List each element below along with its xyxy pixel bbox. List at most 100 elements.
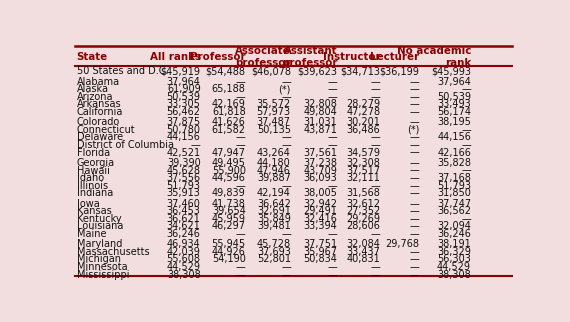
Text: —: — <box>281 77 291 87</box>
Text: Massachusetts: Massachusetts <box>76 247 149 257</box>
Text: $39,623: $39,623 <box>297 66 337 76</box>
Text: —: — <box>370 229 381 239</box>
Text: 36,329: 36,329 <box>437 247 471 257</box>
Text: $46,078: $46,078 <box>251 66 291 76</box>
Text: State: State <box>76 52 108 62</box>
Text: 37,747: 37,747 <box>437 199 471 209</box>
Text: 33,493: 33,493 <box>437 99 471 109</box>
Text: —: — <box>410 107 420 117</box>
Text: —: — <box>236 262 246 272</box>
Text: (*): (*) <box>278 84 291 94</box>
Text: —: — <box>327 229 337 239</box>
Text: 61,909: 61,909 <box>167 84 201 94</box>
Text: 50,834: 50,834 <box>303 254 337 264</box>
Text: Florida: Florida <box>76 147 109 157</box>
Text: Delaware: Delaware <box>76 132 123 142</box>
Text: Illinois: Illinois <box>76 181 108 191</box>
Text: —: — <box>327 270 337 279</box>
Text: —: — <box>461 214 471 224</box>
Text: 50,780: 50,780 <box>166 125 201 135</box>
Text: 42,039: 42,039 <box>167 247 201 257</box>
Text: —: — <box>236 140 246 150</box>
Text: —: — <box>410 247 420 257</box>
Text: $45,993: $45,993 <box>431 66 471 76</box>
Text: Instructor: Instructor <box>323 52 381 62</box>
Text: 35,572: 35,572 <box>256 99 291 109</box>
Text: —: — <box>410 166 420 175</box>
Text: $36,199: $36,199 <box>380 66 420 76</box>
Text: 50,539: 50,539 <box>437 92 471 102</box>
Text: —: — <box>281 132 291 142</box>
Text: —: — <box>236 270 246 279</box>
Text: —: — <box>410 188 420 198</box>
Text: 50 States and D.C.: 50 States and D.C. <box>76 66 168 76</box>
Text: —: — <box>281 181 291 191</box>
Text: 55,900: 55,900 <box>211 166 246 175</box>
Text: 37,460: 37,460 <box>167 199 201 209</box>
Text: 44,596: 44,596 <box>212 173 246 183</box>
Text: —: — <box>410 270 420 279</box>
Text: 42,194: 42,194 <box>257 188 291 198</box>
Text: Iowa: Iowa <box>76 199 99 209</box>
Text: Louisiana: Louisiana <box>76 221 123 232</box>
Text: 47,278: 47,278 <box>347 107 381 117</box>
Text: 49,839: 49,839 <box>212 188 246 198</box>
Text: 36,246: 36,246 <box>167 229 201 239</box>
Text: —: — <box>281 270 291 279</box>
Text: 44,156: 44,156 <box>167 132 201 142</box>
Text: 32,308: 32,308 <box>347 158 381 168</box>
Text: 31,568: 31,568 <box>347 188 381 198</box>
Text: 37,556: 37,556 <box>166 173 201 183</box>
Text: 43,871: 43,871 <box>303 125 337 135</box>
Text: 45,628: 45,628 <box>166 166 201 175</box>
Text: Minnesota: Minnesota <box>76 262 127 272</box>
Text: —: — <box>236 181 246 191</box>
Text: 33,394: 33,394 <box>303 221 337 232</box>
Text: —: — <box>370 140 381 150</box>
Text: Alaska: Alaska <box>76 84 108 94</box>
Text: 37,751: 37,751 <box>303 239 337 249</box>
Text: —: — <box>327 140 337 150</box>
Text: —: — <box>370 132 381 142</box>
Text: 35,828: 35,828 <box>437 158 471 168</box>
Text: 51,793: 51,793 <box>166 181 201 191</box>
Text: 41,626: 41,626 <box>212 117 246 127</box>
Text: —: — <box>410 132 420 142</box>
Text: —: — <box>410 147 420 157</box>
Text: 44,180: 44,180 <box>257 158 291 168</box>
Text: 31,850: 31,850 <box>437 188 471 198</box>
Text: —: — <box>236 132 246 142</box>
Text: —: — <box>410 84 420 94</box>
Text: —: — <box>461 125 471 135</box>
Text: 61,582: 61,582 <box>211 125 246 135</box>
Text: 45,728: 45,728 <box>256 239 291 249</box>
Text: 38,308: 38,308 <box>167 270 201 279</box>
Text: 35,967: 35,967 <box>303 247 337 257</box>
Text: —: — <box>236 77 246 87</box>
Text: 46,934: 46,934 <box>167 239 201 249</box>
Text: 39,887: 39,887 <box>257 173 291 183</box>
Text: 57,973: 57,973 <box>256 107 291 117</box>
Text: 32,808: 32,808 <box>303 99 337 109</box>
Text: —: — <box>236 92 246 102</box>
Text: —: — <box>370 92 381 102</box>
Text: —: — <box>410 158 420 168</box>
Text: 65,188: 65,188 <box>212 84 246 94</box>
Text: 32,084: 32,084 <box>347 239 381 249</box>
Text: 37,238: 37,238 <box>303 158 337 168</box>
Text: Assistant
professor: Assistant professor <box>282 46 337 68</box>
Text: No academic
rank: No academic rank <box>397 46 471 68</box>
Text: —: — <box>410 262 420 272</box>
Text: 35,913: 35,913 <box>167 188 201 198</box>
Text: Hawaii: Hawaii <box>76 166 109 175</box>
Text: 37,964: 37,964 <box>437 77 471 87</box>
Text: —: — <box>410 181 420 191</box>
Text: 38,195: 38,195 <box>437 117 471 127</box>
Text: —: — <box>410 206 420 216</box>
Text: —: — <box>410 92 420 102</box>
Text: 29,768: 29,768 <box>385 239 420 249</box>
Text: $54,488: $54,488 <box>206 66 246 76</box>
Text: 37,517: 37,517 <box>347 166 381 175</box>
Text: 49,804: 49,804 <box>303 107 337 117</box>
Text: 33,437: 33,437 <box>347 247 381 257</box>
